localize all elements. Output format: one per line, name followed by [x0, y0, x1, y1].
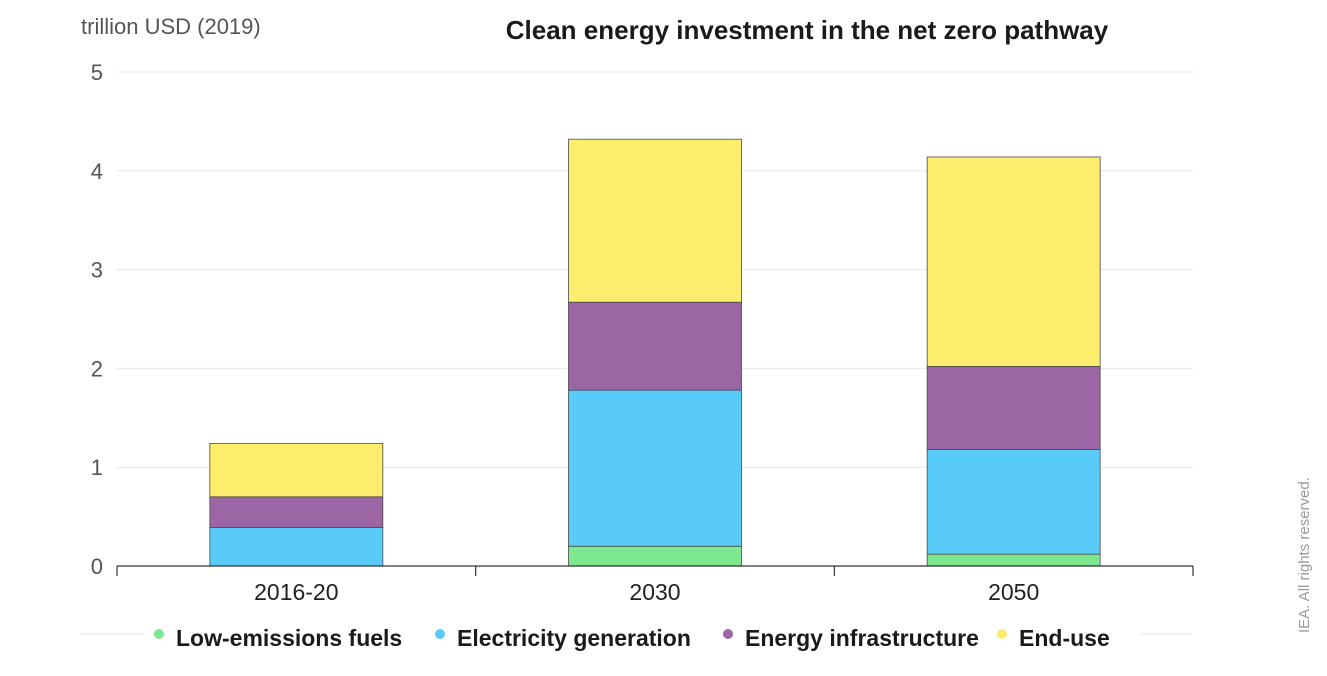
legend-swatch — [154, 629, 164, 639]
y-tick-label: 2 — [91, 356, 103, 381]
legend-label: End-use — [1019, 625, 1110, 651]
y-axis-unit-label: trillion USD (2019) — [81, 14, 261, 39]
bar-segment-electricity-generation-2030 — [568, 389, 742, 547]
x-axis — [116, 565, 1194, 576]
y-tick-label: 5 — [91, 60, 103, 85]
legend: Low-emissions fuels Electricity generatio… — [81, 625, 1192, 651]
legend-label: Electricity generation — [457, 625, 691, 651]
legend-item-end-use: End-use — [997, 625, 1110, 651]
credit-text: IEA. All rights reserved. — [1296, 477, 1313, 633]
chart-title: Clean energy investment in the net zero … — [506, 15, 1109, 45]
x-tick-label: 2016-20 — [254, 579, 338, 605]
bar-segment-end-use-2016-20 — [209, 443, 384, 498]
legend-label: Energy infrastructure — [745, 625, 979, 651]
bar-segment-low-emissions-fuels-2050 — [926, 553, 1101, 567]
bar-segment-electricity-generation-2016-20 — [209, 527, 384, 567]
x-tick-label: 2050 — [988, 579, 1039, 605]
y-tick-label: 4 — [91, 159, 103, 184]
legend-items: Low-emissions fuels Electricity generatio… — [154, 625, 1110, 651]
bar-segment-low-emissions-fuels-2030 — [568, 545, 742, 567]
y-tick-label: 0 — [91, 554, 103, 579]
bar-segment-electricity-generation-2050 — [926, 449, 1101, 555]
bar-segment-end-use-2050 — [926, 156, 1101, 367]
legend-swatch — [435, 629, 445, 639]
bar-segment-energy-infrastructure-2030 — [568, 301, 742, 391]
legend-swatch — [997, 629, 1007, 639]
legend-label: Low-emissions fuels — [176, 625, 402, 651]
x-axis-tick-labels: 2016-20 2030 2050 — [254, 579, 1039, 605]
legend-item-electricity-generation: Electricity generation — [435, 625, 691, 651]
legend-item-low-emissions-fuels: Low-emissions fuels — [154, 625, 402, 651]
y-axis-tick-labels: 0 1 2 3 4 5 — [91, 60, 103, 579]
legend-swatch — [723, 629, 733, 639]
bar-segment-energy-infrastructure-2016-20 — [209, 496, 384, 528]
bars — [209, 138, 1101, 567]
x-tick-label: 2030 — [629, 579, 680, 605]
y-tick-label: 1 — [91, 455, 103, 480]
legend-item-energy-infrastructure: Energy infrastructure — [723, 625, 979, 651]
bar-segment-end-use-2030 — [568, 138, 742, 303]
bar-segment-energy-infrastructure-2050 — [926, 366, 1101, 450]
y-tick-label: 3 — [91, 258, 103, 283]
